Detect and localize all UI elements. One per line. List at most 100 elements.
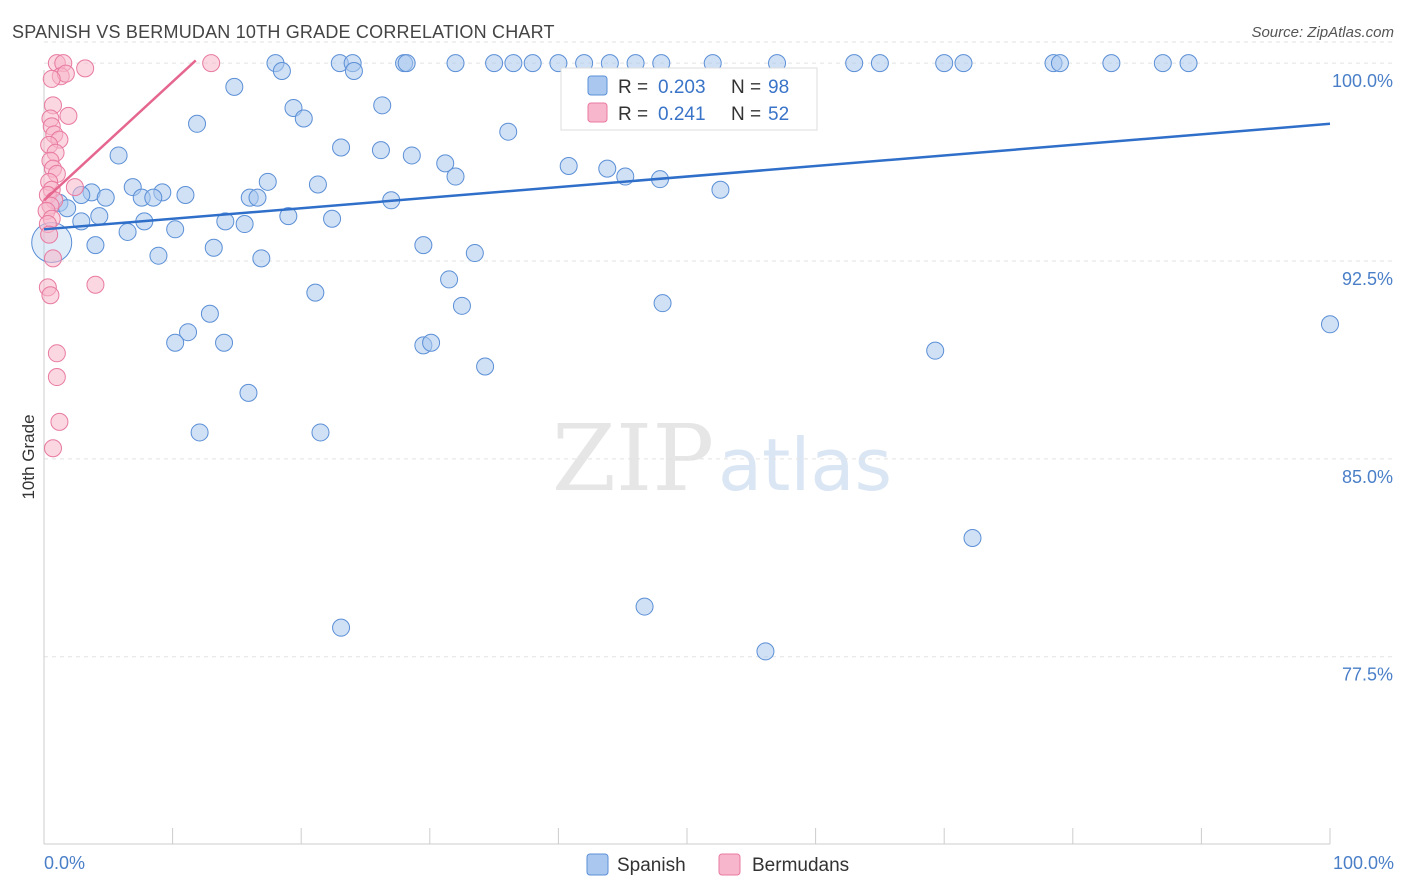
series-legend: Spanish Bermudans [586, 853, 849, 876]
legend-r-label-bermudan: R = [618, 104, 648, 125]
spanish-point-42 [598, 159, 617, 178]
spanish-point-89 [190, 423, 209, 442]
spanish-point-66 [323, 209, 342, 228]
bermudan-point-33 [47, 368, 66, 387]
spanish-point-34 [109, 146, 128, 165]
spanish-point-4 [397, 54, 416, 73]
bermudan-point-5 [202, 54, 221, 73]
spanish-point-79 [653, 294, 672, 313]
spanish-point-94 [756, 642, 775, 661]
spanish-point-6 [485, 54, 504, 73]
spanish-point-18 [935, 54, 954, 73]
spanish-point-40 [559, 156, 578, 175]
spanish-point-44 [258, 172, 277, 191]
spanish-point-87 [476, 357, 495, 376]
spanish-point-17 [870, 54, 889, 73]
spanish-point-86 [926, 341, 945, 360]
legend-n-label-bermudan: N = [731, 104, 761, 125]
legend-swatch-spanish [587, 75, 608, 96]
spanish-point-77 [452, 296, 471, 315]
y-tick-label-77-5: 77.5% [1342, 665, 1393, 685]
spanish-points [31, 54, 1339, 661]
spanish-point-67 [118, 222, 137, 241]
spanish-point-58 [144, 188, 163, 207]
source-credit: Source: ZipAtlas.com [1251, 24, 1394, 41]
spanish-point-70 [204, 238, 223, 257]
spanish-point-85 [422, 333, 441, 352]
spanish-point-16 [845, 54, 864, 73]
legend-n-value-bermudan: 52 [768, 104, 789, 125]
bottom-legend-swatch-bermudan [718, 853, 741, 876]
spanish-point-65 [279, 207, 298, 226]
spanish-point-63 [216, 212, 235, 231]
spanish-point-73 [414, 236, 433, 255]
bermudan-point-32 [47, 344, 66, 363]
spanish-point-72 [149, 246, 168, 265]
x-tick-label-max: 100.0% [1333, 853, 1394, 873]
x-tick-label-min: 0.0% [44, 853, 85, 873]
chart-title: SPANISH VS BERMUDAN 10TH GRADE CORRELATI… [12, 22, 555, 42]
spanish-point-31 [294, 109, 313, 128]
spanish-point-74 [465, 244, 484, 263]
bermudan-point-6 [42, 69, 61, 88]
y-tick-label-92-5: 92.5% [1342, 269, 1393, 289]
spanish-point-61 [90, 207, 109, 226]
bottom-legend-label-bermudan: Bermudans [752, 855, 849, 876]
spanish-point-76 [440, 270, 459, 289]
bermudan-point-28 [44, 249, 63, 268]
spanish-point-83 [215, 333, 234, 352]
spanish-point-78 [200, 304, 219, 323]
spanish-point-81 [179, 323, 198, 342]
bermudan-trend-line [43, 59, 197, 202]
bermudan-point-34 [50, 412, 69, 431]
spanish-point-93 [332, 618, 351, 637]
bermudan-point-31 [86, 275, 105, 294]
bermudan-point-4 [76, 59, 95, 78]
spanish-point-82 [166, 333, 185, 352]
spanish-point-35 [332, 138, 351, 157]
bermudan-point-30 [41, 286, 60, 305]
y-tick-label-100: 100.0% [1332, 71, 1393, 91]
spanish-point-39 [446, 167, 465, 186]
spanish-point-37 [402, 146, 421, 165]
spanish-point-25 [272, 62, 291, 81]
spanish-point-54 [711, 180, 730, 199]
watermark-zip: ZIP [552, 405, 714, 512]
spanish-point-29 [373, 96, 392, 115]
spanish-point-88 [239, 383, 258, 402]
legend-n-value-spanish: 98 [768, 77, 789, 98]
spanish-point-21 [1050, 54, 1069, 73]
spanish-point-52 [248, 188, 267, 207]
trend-lines [43, 59, 1331, 231]
spanish-point-90 [311, 423, 330, 442]
spanish-point-24 [1179, 54, 1198, 73]
legend-r-label-spanish: R = [618, 77, 648, 98]
spanish-point-80 [1321, 315, 1339, 334]
spanish-point-71 [252, 249, 271, 268]
spanish-point-23 [1153, 54, 1172, 73]
bottom-legend-label-spanish: Spanish [617, 855, 686, 876]
bermudan-point-20 [65, 178, 84, 197]
bottom-legend-swatch-spanish [586, 853, 609, 876]
spanish-point-92 [635, 597, 654, 616]
spanish-point-50 [96, 188, 115, 207]
legend-r-value-spanish: 0.203 [658, 77, 706, 98]
spanish-point-22 [1102, 54, 1121, 73]
spanish-point-30 [188, 114, 207, 133]
spanish-point-5 [446, 54, 465, 73]
spanish-point-8 [523, 54, 542, 73]
spanish-trend-line [43, 122, 1331, 231]
spanish-point-75 [306, 283, 325, 302]
spanish-point-36 [371, 141, 390, 160]
spanish-point-45 [308, 175, 327, 194]
spanish-point-19 [954, 54, 973, 73]
bermudan-point-8 [59, 106, 78, 125]
spanish-point-69 [86, 236, 105, 255]
spanish-point-9 [549, 54, 568, 73]
spanish-point-27 [225, 77, 244, 96]
stats-legend: R = 0.203 N = 98 R = 0.241 N = 52 [560, 67, 818, 131]
spanish-point-68 [166, 220, 185, 239]
y-tick-label-85: 85.0% [1342, 467, 1393, 487]
legend-swatch-bermudan [587, 102, 608, 123]
spanish-point-64 [235, 215, 254, 234]
